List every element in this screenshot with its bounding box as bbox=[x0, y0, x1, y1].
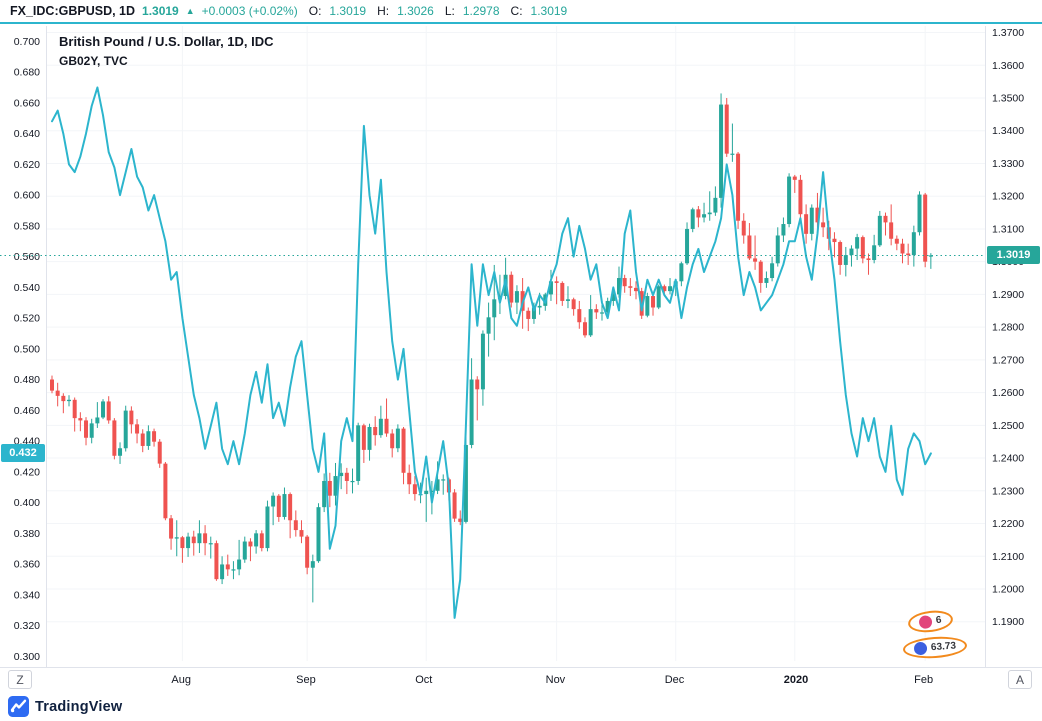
time-axis-label: Dec bbox=[664, 674, 685, 686]
right-axis-tick: 1.3700 bbox=[992, 27, 1024, 39]
left-axis-tick: 0.300 bbox=[14, 651, 40, 663]
main-series-title[interactable]: British Pound / U.S. Dollar, 1D, IDC bbox=[59, 34, 274, 49]
left-axis-tick: 0.660 bbox=[14, 97, 40, 109]
right-axis-tick: 1.1900 bbox=[992, 616, 1024, 628]
time-axis-label: Nov bbox=[545, 674, 566, 686]
time-axis-label: Oct bbox=[415, 674, 433, 686]
tradingview-logo-icon[interactable] bbox=[8, 696, 29, 717]
left-axis-tick: 0.680 bbox=[14, 67, 40, 79]
share-count: 63.73 bbox=[930, 640, 957, 654]
right-axis-tick: 1.2300 bbox=[992, 485, 1024, 497]
gb02y-line-series[interactable] bbox=[51, 86, 932, 619]
left-axis-tick: 0.320 bbox=[14, 620, 40, 632]
grid-lines bbox=[47, 26, 985, 661]
time-axis-label: Sep bbox=[296, 674, 316, 686]
left-axis-tick: 0.500 bbox=[14, 343, 40, 355]
left-axis-tick: 0.420 bbox=[14, 466, 40, 478]
time-scale[interactable]: Aug Sep Oct Nov Dec 2020 Feb bbox=[0, 667, 1042, 693]
right-axis-tick: 1.3400 bbox=[992, 125, 1024, 137]
share-icon bbox=[918, 614, 933, 630]
left-axis-tick: 0.400 bbox=[14, 497, 40, 509]
right-axis-tick: 1.2400 bbox=[992, 453, 1024, 465]
right-axis-tick: 1.2100 bbox=[992, 551, 1024, 563]
tradingview-logo-text[interactable]: TradingView bbox=[35, 698, 123, 715]
open-label: O: bbox=[308, 4, 322, 18]
right-axis-tick: 1.2200 bbox=[992, 518, 1024, 530]
share-count: 6 bbox=[935, 614, 943, 627]
right-axis-tick: 1.3300 bbox=[992, 158, 1024, 170]
left-axis-tick: 0.540 bbox=[14, 282, 40, 294]
footer-bar: TradingView bbox=[0, 692, 1042, 721]
open-value: 1.3019 bbox=[329, 4, 367, 18]
left-axis-tick: 0.340 bbox=[14, 589, 40, 601]
right-axis-tick: 1.2700 bbox=[992, 354, 1024, 366]
right-axis-tick: 1.3100 bbox=[992, 223, 1024, 235]
time-axis-label: Feb bbox=[914, 674, 934, 686]
line-value-badge[interactable]: 0.432 bbox=[1, 444, 45, 463]
left-price-scale[interactable]: 0.700 0.680 0.660 0.640 0.620 0.600 0.580 0.560… bbox=[14, 36, 40, 663]
price-change: +0.0003 (+0.02%) bbox=[201, 4, 298, 18]
right-axis-tick: 1.2600 bbox=[992, 387, 1024, 399]
left-axis-tick: 0.560 bbox=[14, 251, 40, 263]
left-axis-tick: 0.520 bbox=[14, 313, 40, 325]
symbol-info-bar[interactable]: FX_IDC:GBPUSD, 1D 1.3019 ▲ +0.0003 (+0.0… bbox=[0, 0, 1042, 24]
left-axis-tick: 0.640 bbox=[14, 128, 40, 140]
right-axis-tick: 1.2900 bbox=[992, 289, 1024, 301]
right-axis-tick: 1.3600 bbox=[992, 60, 1024, 72]
compare-series-title[interactable]: GB02Y, TVC bbox=[59, 54, 128, 68]
right-axis-tick: 1.2500 bbox=[992, 420, 1024, 432]
chart-pane[interactable]: 0.700 0.680 0.660 0.640 0.620 0.600 0.580 0.560… bbox=[0, 26, 1042, 667]
chart-legend: British Pound / U.S. Dollar, 1D, IDC GB0… bbox=[59, 34, 274, 68]
left-axis-tick: 0.460 bbox=[14, 405, 40, 417]
left-axis-tick: 0.600 bbox=[14, 190, 40, 202]
close-value: 1.3019 bbox=[530, 4, 568, 18]
up-arrow-icon: ▲ bbox=[185, 5, 195, 16]
left-axis-tick: 0.380 bbox=[14, 528, 40, 540]
close-label: C: bbox=[510, 4, 523, 18]
time-axis-label: Aug bbox=[171, 674, 191, 686]
last-price-badge[interactable]: 1.3019 bbox=[987, 246, 1040, 265]
left-axis-tick: 0.620 bbox=[14, 159, 40, 171]
last-price: 1.3019 bbox=[142, 4, 179, 18]
symbol-name[interactable]: FX_IDC:GBPUSD, 1D bbox=[10, 4, 136, 18]
left-axis-tick: 0.360 bbox=[14, 559, 40, 571]
left-axis-tick: 0.580 bbox=[14, 220, 40, 232]
left-axis-tick: 0.480 bbox=[14, 374, 40, 386]
share-icon bbox=[913, 641, 928, 656]
high-label: H: bbox=[377, 4, 390, 18]
auto-scale-button[interactable]: A bbox=[1008, 670, 1032, 689]
right-axis-tick: 1.2000 bbox=[992, 583, 1024, 595]
low-label: L: bbox=[444, 4, 455, 18]
low-value: 1.2978 bbox=[462, 4, 500, 18]
left-axis-tick: 0.700 bbox=[14, 36, 40, 48]
right-axis-tick: 1.3200 bbox=[992, 191, 1024, 203]
right-axis-tick: 1.3500 bbox=[992, 93, 1024, 105]
right-axis-tick: 1.2800 bbox=[992, 322, 1024, 334]
right-price-scale[interactable]: 1.3700 1.3600 1.3500 1.3400 1.3300 1.3200 1.31… bbox=[992, 27, 1024, 628]
time-axis-label: 2020 bbox=[783, 674, 809, 686]
high-value: 1.3026 bbox=[397, 4, 434, 18]
timezone-button[interactable]: Z bbox=[8, 670, 32, 689]
